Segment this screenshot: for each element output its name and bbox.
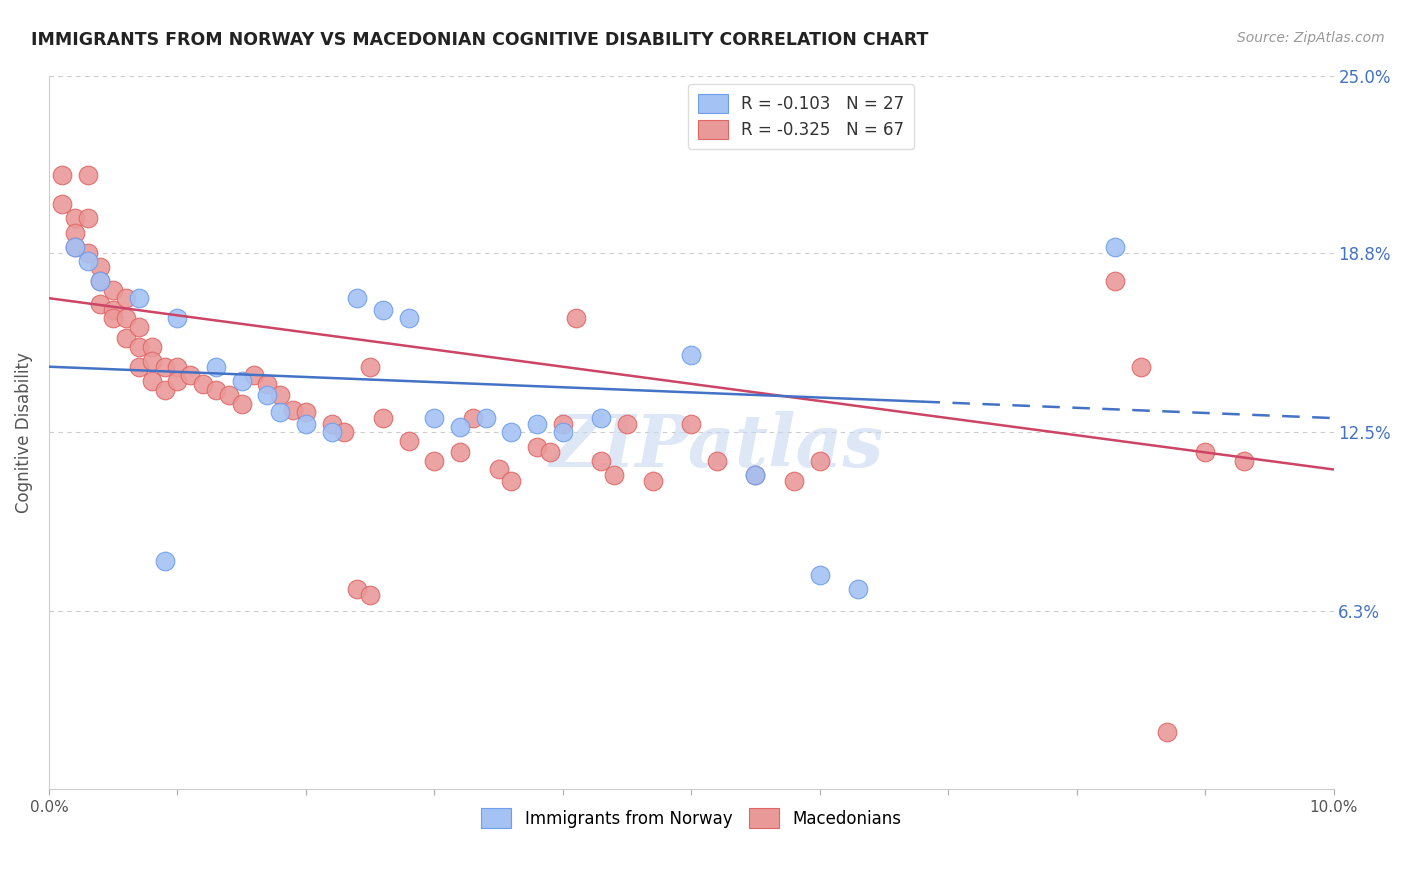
Point [128,340,150,354]
Point [103,311,125,326]
Point [706,454,728,468]
Point [166,374,188,388]
Text: ZIPatlas: ZIPatlas [550,411,884,483]
Point [103,283,125,297]
Point [564,311,586,326]
Point [76,211,98,226]
Point [256,376,278,391]
Point [616,417,638,431]
Point [115,311,138,326]
Point [744,468,766,483]
Point [89,260,111,274]
Point [76,245,98,260]
Point [474,411,496,425]
Point [89,274,111,288]
Point [449,419,471,434]
Point [744,468,766,483]
Point [76,254,98,268]
Point [103,302,125,317]
Text: Source: ZipAtlas.com: Source: ZipAtlas.com [1237,31,1385,45]
Point [141,340,163,354]
Point [191,376,214,391]
Point [526,417,548,431]
Point [89,274,111,288]
Point [141,374,163,388]
Point [205,383,228,397]
Point [398,434,420,448]
Point [501,474,523,488]
Point [423,411,446,425]
Point [256,388,278,402]
Point [551,425,574,440]
Point [461,411,484,425]
Legend: Immigrants from Norway, Macedonians: Immigrants from Norway, Macedonians [475,802,908,834]
Point [63,226,86,240]
Point [63,240,86,254]
Point [449,445,471,459]
Point [128,319,150,334]
Point [603,468,626,483]
Point [526,440,548,454]
Point [141,354,163,368]
Point [63,240,86,254]
Point [1104,240,1126,254]
Point [346,582,368,597]
Point [295,417,318,431]
Point [846,582,869,597]
Point [808,454,831,468]
Point [1194,445,1216,459]
Point [1232,454,1254,468]
Point [166,311,188,326]
Point [295,405,318,419]
Point [89,297,111,311]
Point [128,291,150,305]
Point [681,417,703,431]
Point [63,211,86,226]
Point [321,417,343,431]
Point [398,311,420,326]
Point [591,454,613,468]
Point [423,454,446,468]
Point [179,368,201,383]
Point [269,388,291,402]
Point [1129,359,1152,374]
Point [808,568,831,582]
Point [231,374,253,388]
Point [76,169,98,183]
Point [153,359,176,374]
Point [641,474,664,488]
Point [115,291,138,305]
Point [591,411,613,425]
Point [205,359,228,374]
Point [371,302,394,317]
Point [1104,274,1126,288]
Point [359,588,381,602]
Point [538,445,561,459]
Point [281,402,304,417]
Point [488,462,510,476]
Point [333,425,356,440]
Point [218,388,240,402]
Point [243,368,266,383]
Point [1156,725,1178,739]
Point [681,348,703,362]
Point [128,359,150,374]
Point [153,383,176,397]
Point [166,359,188,374]
Point [501,425,523,440]
Point [51,197,73,211]
Point [153,554,176,568]
Text: IMMIGRANTS FROM NORWAY VS MACEDONIAN COGNITIVE DISABILITY CORRELATION CHART: IMMIGRANTS FROM NORWAY VS MACEDONIAN COG… [31,31,928,49]
Point [51,169,73,183]
Point [269,405,291,419]
Point [231,397,253,411]
Point [359,359,381,374]
Point [346,291,368,305]
Point [321,425,343,440]
Point [371,411,394,425]
Point [551,417,574,431]
Y-axis label: Cognitive Disability: Cognitive Disability [15,352,32,513]
Point [783,474,806,488]
Point [115,331,138,345]
